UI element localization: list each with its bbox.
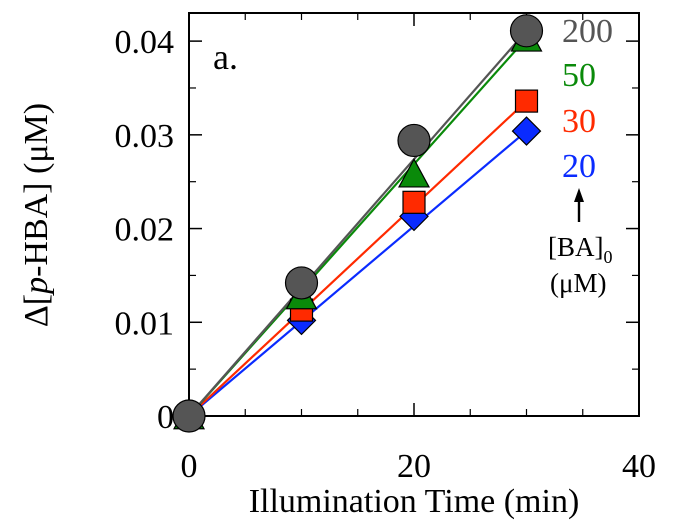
legend-title-main-text: [BA] [548,232,604,262]
y-axis-label: Δ[p-HBA] (μM) [18,103,55,327]
point-circle [172,399,206,433]
label-group: a. Illumination Time (min) Δ[p-HBA] (μM) [18,37,579,520]
legend-entry-50: 50 [562,57,596,94]
tick-group: 0 20 40 0 0.01 0.02 0.03 0.04 [115,13,656,485]
y-axis-label-part: Δ[ [18,294,55,327]
y-tick-label: 0.03 [115,118,175,155]
point-circle [509,14,544,48]
x-tick-label: 0 [181,448,198,485]
legend-title-subscript: 0 [604,247,613,267]
point-diamond [511,116,542,146]
y-tick-label: 0 [157,399,174,436]
series-line [188,100,528,417]
legend-arrow-head [574,188,584,202]
y-axis-label-part: p [18,277,55,296]
legend-title-unit: (μM) [550,268,606,298]
legend-entry-20: 20 [562,148,596,185]
series-line-group [188,30,528,417]
legend-entry-200: 200 [562,13,613,50]
x-axis-label: Illumination Time (min) [249,483,580,520]
series-marker-group [172,14,544,433]
legend-entry-30: 30 [562,103,596,140]
y-axis-label-part: -HBA] (μM) [18,103,55,277]
y-tick-label: 0.01 [115,305,175,342]
y-tick-label: 0.04 [115,24,175,61]
x-tick-label: 40 [622,448,656,485]
y-tick-label: 0.02 [115,212,175,249]
point-circle [397,123,431,158]
x-tick-label: 20 [397,448,431,485]
legend-group: 200 50 30 20 [BA]0(μM) [548,13,613,298]
series-line [188,130,528,417]
legend-title-main: [BA]0 [548,232,613,267]
point-triangle [397,157,431,188]
point-square [514,89,539,113]
panel-label: a. [213,37,238,77]
series-line [188,30,528,417]
point-circle [284,266,319,300]
point-square [402,190,426,214]
